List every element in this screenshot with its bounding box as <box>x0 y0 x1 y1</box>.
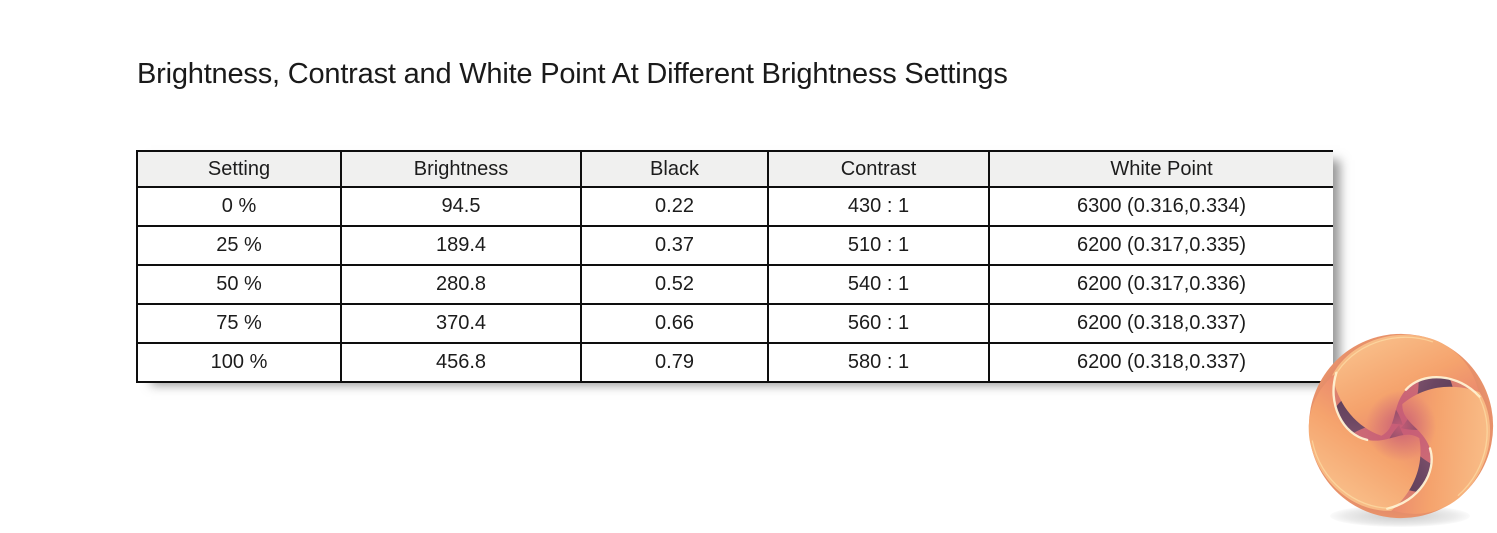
col-header-white-point: White Point <box>988 150 1333 188</box>
table-row-100pct: 100 % 456.8 0.79 580 : 1 6200 (0.318,0.3… <box>136 342 1333 383</box>
cell-black: 0.22 <box>580 186 769 227</box>
cell-setting: 0 % <box>136 186 342 227</box>
cell-black: 0.66 <box>580 303 769 344</box>
col-header-black: Black <box>580 150 769 188</box>
cell-brightness: 456.8 <box>340 342 582 383</box>
cell-setting: 100 % <box>136 342 342 383</box>
table-row-50pct: 50 % 280.8 0.52 540 : 1 6200 (0.317,0.33… <box>136 264 1333 305</box>
cell-brightness: 280.8 <box>340 264 582 305</box>
cell-white-point: 6300 (0.316,0.334) <box>988 186 1333 227</box>
cell-black: 0.37 <box>580 225 769 266</box>
col-header-contrast: Contrast <box>767 150 990 188</box>
cell-white-point: 6200 (0.318,0.337) <box>988 303 1333 344</box>
table-row-75pct: 75 % 370.4 0.66 560 : 1 6200 (0.318,0.33… <box>136 303 1333 344</box>
cell-contrast: 540 : 1 <box>767 264 990 305</box>
cell-brightness: 189.4 <box>340 225 582 266</box>
cell-black: 0.52 <box>580 264 769 305</box>
cell-contrast: 580 : 1 <box>767 342 990 383</box>
cell-brightness: 370.4 <box>340 303 582 344</box>
col-header-setting: Setting <box>136 150 342 188</box>
col-header-brightness: Brightness <box>340 150 582 188</box>
cell-white-point: 6200 (0.318,0.337) <box>988 342 1333 383</box>
table-row-0pct: 0 % 94.5 0.22 430 : 1 6300 (0.316,0.334) <box>136 186 1333 227</box>
cell-white-point: 6200 (0.317,0.335) <box>988 225 1333 266</box>
measurements-table-wrap: Setting Brightness Black Contrast White … <box>136 150 1333 383</box>
brand-swirl-logo-icon <box>1303 328 1497 524</box>
cell-brightness: 94.5 <box>340 186 582 227</box>
cell-setting: 75 % <box>136 303 342 344</box>
cell-contrast: 560 : 1 <box>767 303 990 344</box>
cell-contrast: 430 : 1 <box>767 186 990 227</box>
cell-setting: 50 % <box>136 264 342 305</box>
cell-contrast: 510 : 1 <box>767 225 990 266</box>
measurements-table: Setting Brightness Black Contrast White … <box>136 150 1333 383</box>
chart-title: Brightness, Contrast and White Point At … <box>137 58 1008 90</box>
table-row-25pct: 25 % 189.4 0.37 510 : 1 6200 (0.317,0.33… <box>136 225 1333 266</box>
cell-black: 0.79 <box>580 342 769 383</box>
cell-setting: 25 % <box>136 225 342 266</box>
header-row: Setting Brightness Black Contrast White … <box>136 150 1333 188</box>
cell-white-point: 6200 (0.317,0.336) <box>988 264 1333 305</box>
